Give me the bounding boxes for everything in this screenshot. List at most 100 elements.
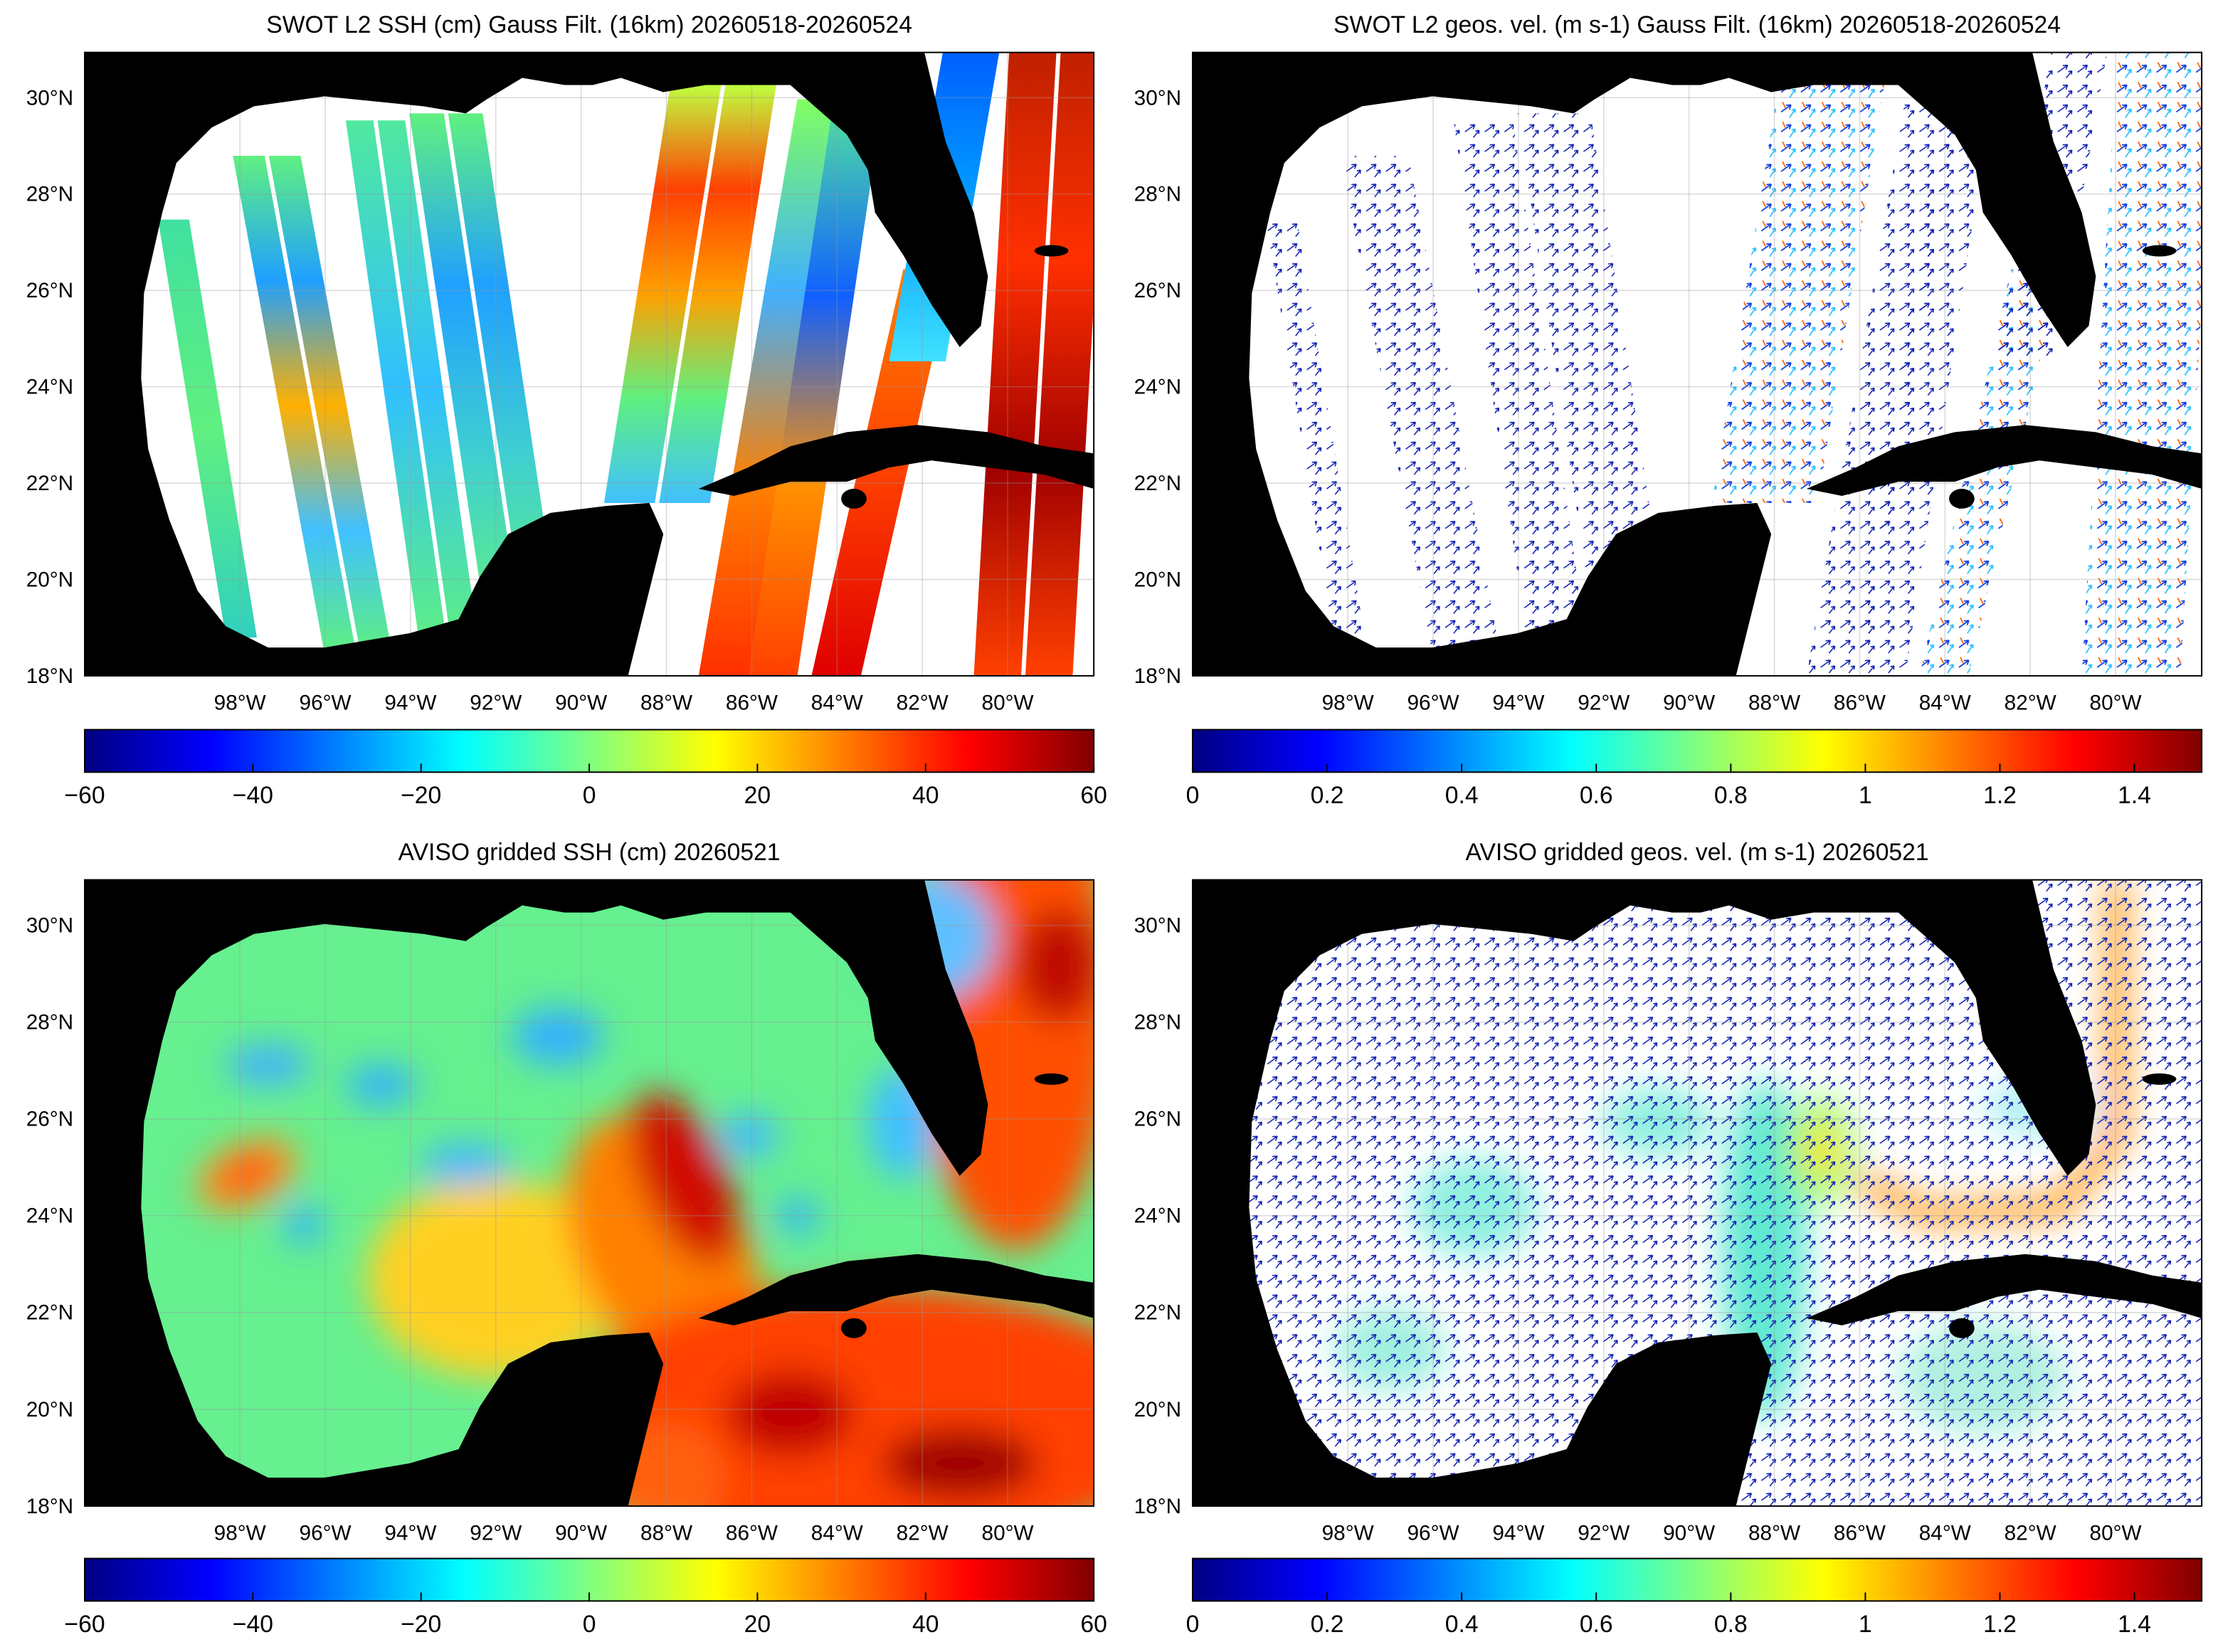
lon-tick-label: 96°W — [1407, 692, 1460, 715]
colorbar-tick-label: −20 — [401, 1611, 441, 1638]
map-panel: SWOT L2 geos. vel. (m s-1) Gauss Filt. (… — [1134, 11, 2203, 809]
lon-tick-label: 90°W — [1663, 1522, 1716, 1545]
lat-tick-label: 24°N — [26, 1204, 73, 1228]
lon-tick-label: 96°W — [1407, 1522, 1460, 1545]
lon-tick-label: 88°W — [1748, 1522, 1801, 1545]
lon-tick-label: 96°W — [300, 692, 352, 715]
lat-tick-label: 22°N — [26, 1301, 73, 1325]
lat-tick-label: 28°N — [1134, 1011, 1181, 1034]
land — [2142, 1073, 2177, 1085]
panel-title: SWOT L2 geos. vel. (m s-1) Gauss Filt. (… — [1333, 11, 2061, 38]
lat-tick-label: 20°N — [1134, 1398, 1181, 1421]
colorbar — [1191, 729, 2203, 773]
lon-tick-label: 94°W — [1492, 1522, 1545, 1545]
colorbar-tick-label: 1.4 — [2118, 1611, 2151, 1638]
lon-tick-label: 90°W — [1663, 692, 1716, 715]
lat-tick-label: 22°N — [26, 472, 73, 495]
swath — [1266, 219, 1365, 638]
map-area — [85, 879, 1094, 1506]
land — [1806, 1254, 2202, 1325]
colorbar-tick-label: 40 — [912, 782, 939, 809]
colorbar-tick-label: 1 — [1859, 1611, 1872, 1638]
field-blob — [1016, 908, 1094, 1022]
colorbar-tick-label: 0 — [1186, 1611, 1200, 1638]
lat-tick-label: 26°N — [1134, 279, 1181, 302]
lat-tick-label: 18°N — [1134, 664, 1181, 688]
land — [698, 425, 1094, 496]
lat-tick-label: 30°N — [26, 914, 73, 938]
colorbar-tick-label: 1 — [1859, 782, 1872, 809]
swath — [1919, 269, 2061, 676]
lat-tick-label: 20°N — [26, 1398, 73, 1421]
lon-tick-label: 86°W — [726, 692, 778, 715]
colorbar-tick-label: 20 — [744, 1611, 771, 1638]
lon-tick-label: 98°W — [1322, 1522, 1375, 1545]
lon-tick-label: 88°W — [1748, 692, 1801, 715]
land — [1034, 1073, 1069, 1085]
colorbar-tick-label: 1.2 — [1983, 782, 2017, 809]
lon-tick-label: 92°W — [470, 692, 522, 715]
lat-tick-label: 30°N — [1134, 86, 1181, 110]
field-blob — [630, 1093, 739, 1265]
nadir-gap — [1021, 52, 1061, 676]
lon-tick-label: 98°W — [214, 1522, 267, 1545]
land — [841, 489, 867, 509]
lon-tick-label: 84°W — [811, 692, 864, 715]
lon-tick-label: 96°W — [300, 1522, 352, 1545]
lat-tick-label: 20°N — [1134, 568, 1181, 591]
swath — [1711, 85, 1884, 503]
land — [1949, 489, 1975, 509]
lon-tick-label: 98°W — [214, 692, 267, 715]
field-blob — [564, 1285, 1094, 1506]
lat-tick-label: 22°N — [1134, 1301, 1181, 1325]
lon-tick-label: 86°W — [1834, 1522, 1886, 1545]
colorbar-tick-label: 0.4 — [1445, 782, 1479, 809]
panel-title: AVISO gridded SSH (cm) 20260521 — [398, 839, 781, 866]
map-panel: AVISO gridded SSH (cm) 20260521 98°W 96°W 9… — [26, 839, 1107, 1638]
lon-tick-label: 88°W — [640, 692, 693, 715]
lon-tick-label: 82°W — [2005, 692, 2057, 715]
colorbar-tick-label: 60 — [1080, 1611, 1106, 1638]
field-blob — [727, 1370, 854, 1456]
lat-tick-label: 24°N — [1134, 1204, 1181, 1228]
swath — [748, 106, 882, 676]
colorbar-tick-label: −60 — [64, 1611, 105, 1638]
swath — [811, 269, 953, 676]
lon-tick-label: 84°W — [1919, 692, 1972, 715]
colorbar-tick-label: 40 — [912, 1611, 939, 1638]
colorbar-tick-label: 0 — [583, 1611, 596, 1638]
field-blob — [421, 1143, 511, 1186]
map-frame — [1191, 51, 2203, 677]
lat-tick-label: 28°N — [1134, 183, 1181, 206]
map-area — [85, 52, 1094, 676]
colorbar-tick-label: 0.6 — [1580, 1611, 1613, 1638]
colorbar-tick-label: 0.6 — [1580, 782, 1613, 809]
lon-tick-label: 82°W — [2005, 1522, 2057, 1545]
lat-tick-label: 26°N — [26, 1108, 73, 1131]
map-frame — [84, 51, 1095, 677]
lat-tick-label: 18°N — [26, 1495, 73, 1518]
map-panel: SWOT L2 SSH (cm) Gauss Filt. (16km) 2026… — [26, 11, 1107, 809]
field — [196, 879, 1094, 1506]
lat-tick-label: 24°N — [26, 376, 73, 399]
field-blob — [774, 1198, 820, 1233]
lon-tick-label: 88°W — [640, 1522, 693, 1545]
swath — [1341, 156, 1501, 655]
colorbar-tick-label: 0.4 — [1445, 1611, 1479, 1638]
lon-tick-label: 82°W — [897, 1522, 949, 1545]
swath — [2081, 52, 2202, 676]
lon-tick-label: 86°W — [726, 1522, 778, 1545]
colorbar-tick-label: −60 — [64, 782, 105, 809]
lat-tick-label: 20°N — [26, 568, 73, 591]
map-area — [1192, 879, 2202, 1506]
lat-tick-label: 30°N — [26, 86, 73, 110]
colorbar-tick-label: 0.2 — [1311, 1611, 1344, 1638]
swath — [1517, 113, 1669, 631]
nadir-gap — [373, 120, 453, 652]
lon-tick-label: 80°W — [982, 1522, 1035, 1545]
lon-tick-label: 82°W — [897, 692, 949, 715]
land — [1192, 52, 2096, 676]
land — [85, 879, 988, 1506]
lon-tick-label: 80°W — [2090, 1522, 2143, 1545]
